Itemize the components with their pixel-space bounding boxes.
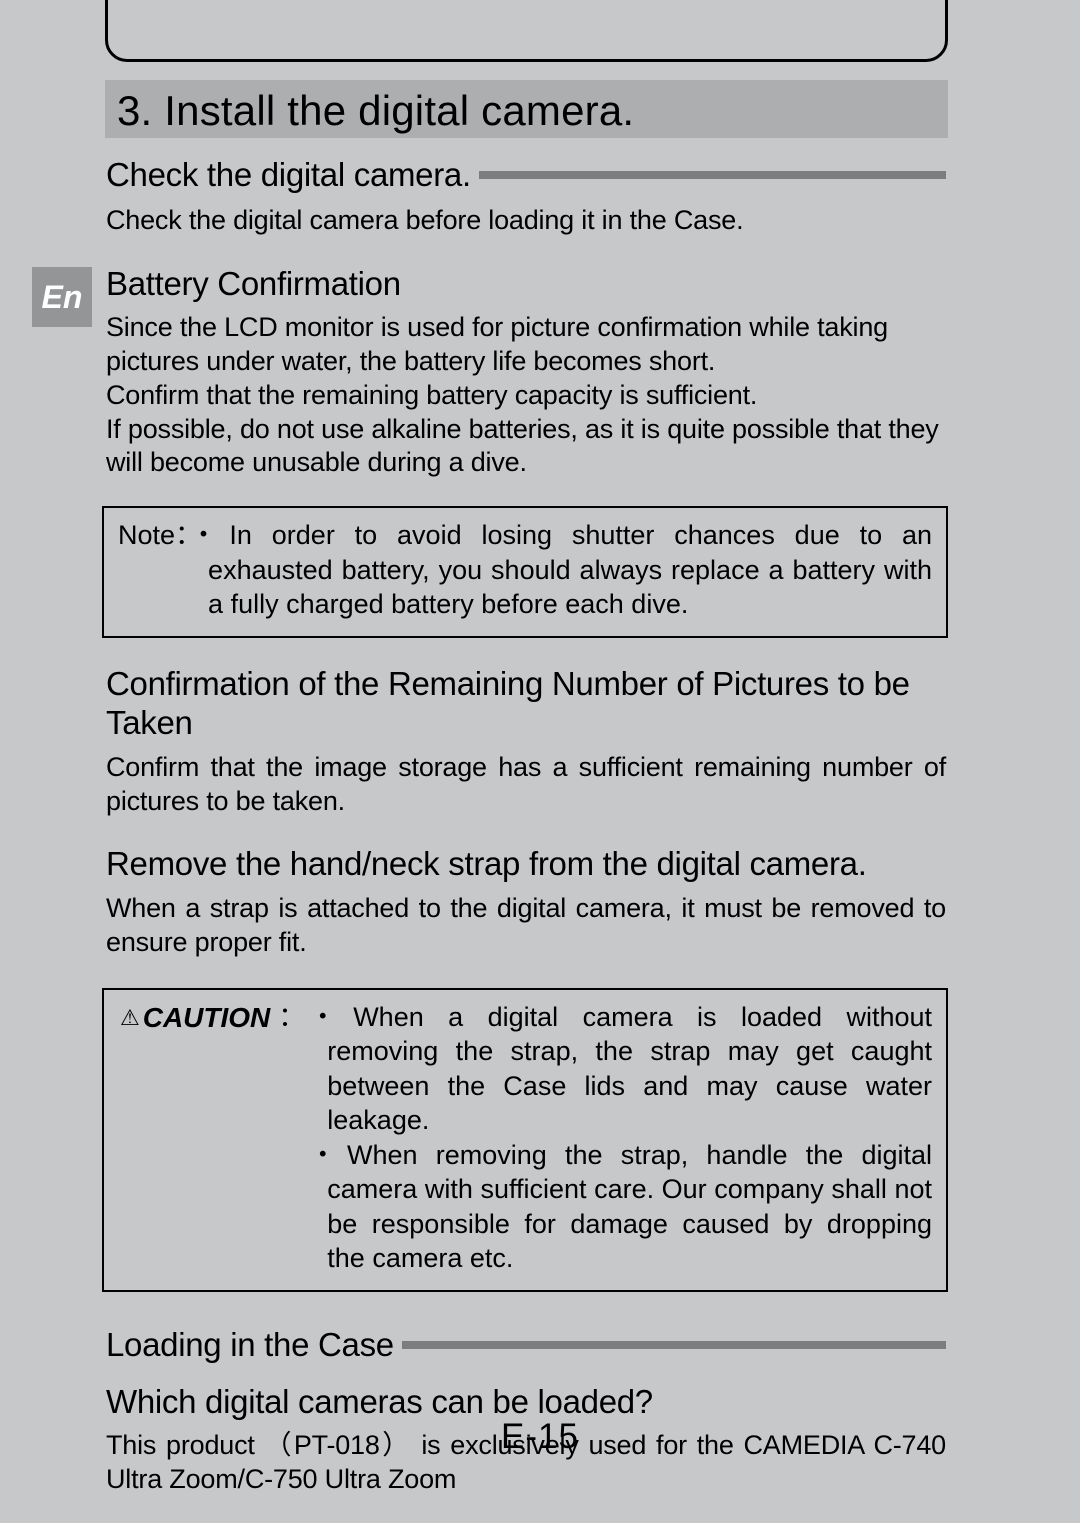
- section-heading: Check the digital camera.: [106, 156, 471, 194]
- main-heading: 3. Install the digital camera.: [117, 87, 634, 135]
- body-text: If possible, do not use alkaline batteri…: [106, 413, 946, 481]
- section-check-camera: Check the digital camera.: [106, 156, 946, 194]
- note-box: Note： ・In order to avoid losing shutter …: [102, 506, 948, 638]
- bullet-icon: ・: [190, 520, 229, 550]
- caution-body: ・When a digital camera is loaded without…: [309, 1000, 932, 1276]
- content-area: Check the digital camera. Check the digi…: [106, 156, 946, 1511]
- language-tab: En: [32, 267, 92, 327]
- page-number: E-15: [0, 1417, 1080, 1457]
- body-text: Confirm that the image storage has a suf…: [106, 751, 946, 819]
- subsection-battery: Battery Confirmation: [106, 264, 946, 304]
- warning-icon: ⚠: [120, 1004, 140, 1032]
- caution-text: When a digital camera is loaded without …: [327, 1002, 932, 1136]
- section-loading-case: Loading in the Case: [106, 1326, 946, 1364]
- note-body: ・In order to avoid losing shutter chance…: [208, 518, 932, 622]
- language-tab-label: En: [42, 279, 83, 316]
- caution-box: ⚠CAUTION ： ・When a digital camera is loa…: [102, 988, 948, 1292]
- caution-colon: ：: [278, 1000, 305, 1276]
- caution-word: CAUTION: [143, 1000, 271, 1036]
- bullet-icon: ・: [309, 1002, 353, 1032]
- subsection-remove-strap: Remove the hand/neck strap from the digi…: [106, 844, 946, 884]
- heading-rule: [402, 1341, 946, 1349]
- note-text: In order to avoid losing shutter chances…: [208, 520, 932, 619]
- subsection-remaining-pics: Confirmation of the Remaining Number of …: [106, 664, 946, 743]
- bullet-icon: ・: [309, 1140, 347, 1170]
- body-text: Since the LCD monitor is used for pictur…: [106, 311, 946, 379]
- heading-rule: [479, 171, 946, 179]
- body-text: When a strap is attached to the digital …: [106, 892, 946, 960]
- section-heading: Loading in the Case: [106, 1326, 394, 1364]
- caution-item: ・When a digital camera is loaded without…: [309, 1000, 932, 1138]
- caution-text: When removing the strap, handle the digi…: [327, 1140, 932, 1274]
- body-text: Check the digital camera before loading …: [106, 204, 946, 238]
- caution-label: ⚠CAUTION: [120, 1000, 270, 1276]
- manual-page: 3. Install the digital camera. En Check …: [0, 0, 1080, 1523]
- subsection-which-cameras: Which digital cameras can be loaded?: [106, 1382, 946, 1422]
- caution-item: ・When removing the strap, handle the dig…: [309, 1138, 932, 1276]
- top-frame-border: [105, 0, 948, 62]
- body-text: Confirm that the remaining battery capac…: [106, 379, 946, 413]
